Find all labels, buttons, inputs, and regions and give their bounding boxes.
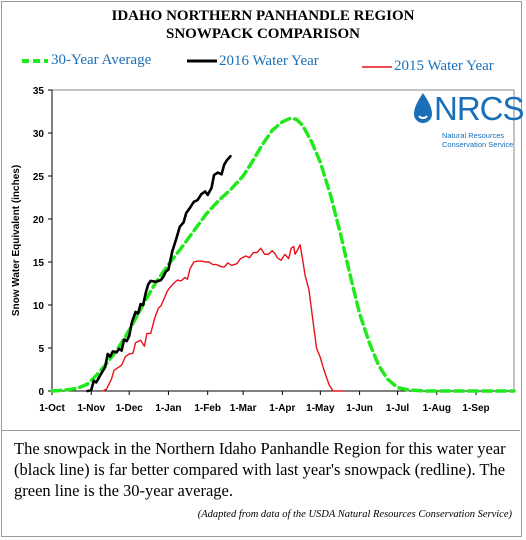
x-tick-label: 1-May: [306, 403, 335, 414]
y-tick-label: 20: [33, 215, 45, 226]
legend-swatch-2015: [362, 66, 392, 68]
y-tick-label: 35: [33, 86, 45, 97]
legend-label-2015: 2015 Water Year: [394, 58, 494, 74]
water-drop-icon: [414, 93, 432, 123]
x-tick-label: 1-Aug: [423, 403, 451, 414]
y-tick-label: 25: [33, 172, 45, 183]
chart-title-line2: SNOWPACK COMPARISON: [165, 26, 361, 42]
y-axis-title: Snow Water Equivalent (inches): [11, 165, 22, 316]
logo-subtitle-line1: Natural Resources: [442, 131, 505, 140]
snowpack-chart: 0 5 10 15 20 25 30 35 1-Oct 1-Nov 1-Dec 1-Jan 1-Feb 1…: [11, 86, 516, 414]
chart-title-line1: IDAHO NORTHERN PANHANDLE REGION: [111, 8, 415, 24]
x-tick-label: 1-Sep: [462, 403, 489, 414]
source-note: (Adapted from data of the USDA Natural R…: [197, 509, 512, 520]
logo-subtitle: Natural Resources Conservation Service: [442, 131, 513, 149]
legend-swatch-avg: [22, 59, 48, 63]
y-tick-label: 10: [33, 301, 45, 312]
logo-wordmark: NRCS: [434, 90, 525, 127]
series-line-2016-water-year: [86, 154, 232, 393]
x-tick-label: 1-Jan: [155, 403, 181, 414]
caption-box: [2, 430, 520, 536]
nrcs-logo: NRCS Natural Resources Conservation Serv…: [410, 90, 525, 152]
x-tick-label: 1-Apr: [269, 403, 295, 414]
y-tick-label: 15: [33, 258, 45, 269]
legend-swatch-2016: [187, 59, 217, 63]
x-tick-label: 1-Jun: [346, 403, 373, 414]
x-tick-label: 1-Feb: [194, 403, 221, 414]
legend-label-avg: 30-Year Average: [51, 52, 152, 68]
caption-text: The snowpack in the Northern Idaho Panha…: [14, 439, 506, 500]
legend-label-2016: 2016 Water Year: [219, 53, 319, 69]
series-line-30-year-average: [50, 116, 516, 393]
x-tick-label: 1-Nov: [77, 403, 105, 414]
y-tick-label: 0: [38, 387, 44, 398]
y-tick-label: 5: [38, 344, 44, 355]
y-tick-label: 30: [33, 129, 45, 140]
x-tick-label: 1-Jul: [386, 403, 410, 414]
x-tick-label: 1-Mar: [230, 403, 257, 414]
logo-subtitle-line2: Conservation Service: [442, 140, 514, 149]
x-tick-label: 1-Dec: [116, 403, 144, 414]
x-tick-label: 1-Oct: [39, 403, 65, 414]
series-line-2015-water-year: [101, 244, 344, 392]
